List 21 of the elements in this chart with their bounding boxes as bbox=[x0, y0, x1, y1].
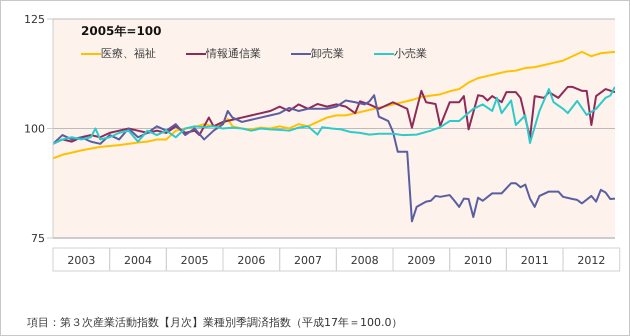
y-tick-label: 100 bbox=[24, 122, 45, 136]
line-series bbox=[53, 86, 615, 145]
y-tick-label: 125 bbox=[24, 12, 45, 26]
x-tick-label: 2012 bbox=[577, 254, 606, 267]
legend-label: 医療、福祉 bbox=[100, 46, 156, 61]
x-tick-label: 2008 bbox=[350, 254, 379, 267]
x-tick-label: 2005 bbox=[180, 254, 209, 267]
text: 項目：第３次産業活動指数【月次】業種別季調済指数（平成17年＝100.0） bbox=[27, 315, 402, 330]
legend-label: 情報通信業 bbox=[204, 46, 261, 61]
y-tick-label: 75 bbox=[31, 232, 45, 245]
legend-label: 小売業 bbox=[393, 46, 427, 61]
x-tick-label: 2011 bbox=[520, 254, 549, 267]
line-series bbox=[53, 94, 615, 222]
legend-title: 2005年=100 bbox=[81, 23, 163, 40]
x-tick-label: 2009 bbox=[407, 254, 436, 267]
x-tick-label: 2004 bbox=[124, 254, 152, 267]
x-tick-label: 2007 bbox=[294, 254, 322, 267]
legend-label: 卸売業 bbox=[310, 46, 344, 61]
x-tick-label: 2010 bbox=[464, 254, 492, 267]
x-tick-label: 2006 bbox=[237, 254, 266, 267]
x-tick-label: 2003 bbox=[67, 254, 96, 267]
